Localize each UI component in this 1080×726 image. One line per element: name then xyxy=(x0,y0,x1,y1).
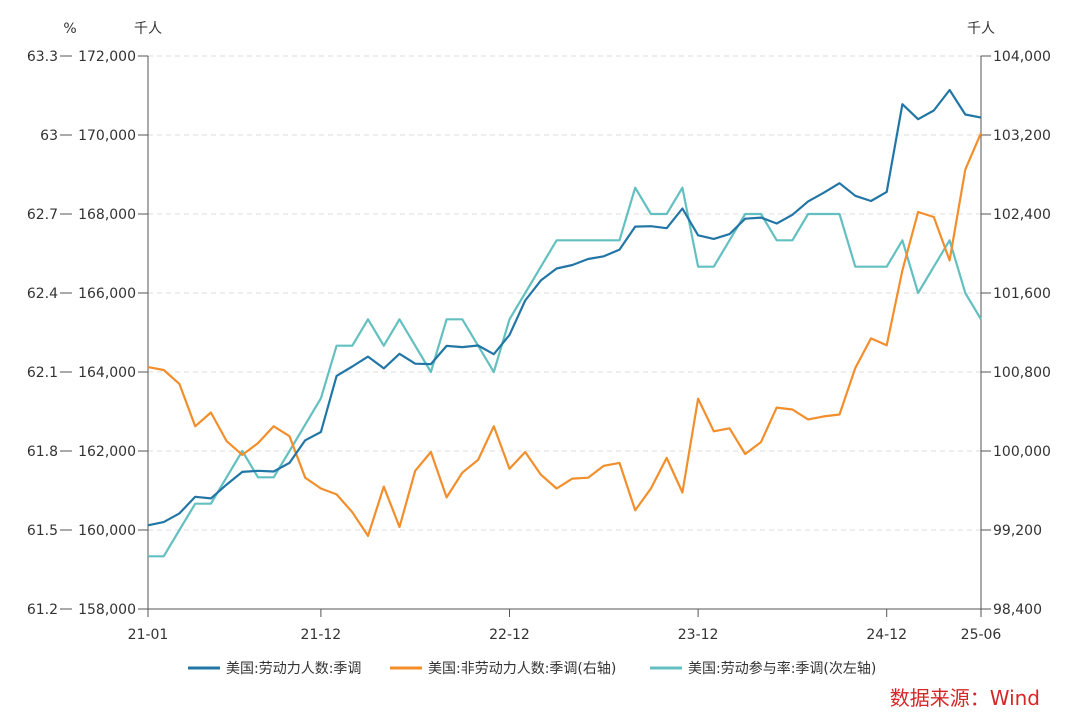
right-unit-label: 千人 xyxy=(967,21,995,37)
x-tick-label: 23-12 xyxy=(678,627,719,643)
series-layer xyxy=(147,88,983,558)
pct-tick-label: 63.3 xyxy=(27,49,58,65)
left-tick-label: 158,000 xyxy=(78,602,136,618)
right-tick-label: 100,000 xyxy=(993,444,1051,460)
x-tick-label: 21-01 xyxy=(128,627,169,643)
pct-tick-label: 62.7 xyxy=(27,207,58,223)
left-tick-label: 168,000 xyxy=(78,207,136,223)
left-tick-label: 172,000 xyxy=(78,49,136,65)
grid-layer xyxy=(148,55,981,531)
pct-tick-label: 61.2 xyxy=(27,602,58,618)
left-tick-label: 164,000 xyxy=(78,365,136,381)
legend-item-labor-force: 美国:劳动力人数:季调 xyxy=(188,661,361,677)
x-tick-label: 25-06 xyxy=(961,627,1002,643)
pct-tick-label: 61.5 xyxy=(27,523,58,539)
pct-tick-label: 63 xyxy=(40,128,58,144)
legend-item-not-in-labor-force: 美国:非劳动力人数:季调(右轴) xyxy=(390,661,616,677)
legend-item-participation-rate: 美国:劳动参与率:季调(次左轴) xyxy=(650,660,876,677)
left-tick-label: 166,000 xyxy=(78,286,136,302)
pct-tick-label: 62.1 xyxy=(27,365,58,381)
right-tick-label: 98,400 xyxy=(993,602,1042,618)
pct-tick-label: 62.4 xyxy=(27,286,58,302)
source-label: 数据来源：Wind xyxy=(890,686,1040,710)
right-tick-label: 99,200 xyxy=(993,523,1042,539)
left-tick-label: 170,000 xyxy=(78,128,136,144)
right-tick-label: 102,400 xyxy=(993,207,1051,223)
pct-unit-label: % xyxy=(63,21,76,37)
left-tick-label: 160,000 xyxy=(78,523,136,539)
not-in-labor-force-line xyxy=(147,132,983,538)
labor-force-line xyxy=(147,88,982,527)
legend-label: 美国:非劳动力人数:季调(右轴) xyxy=(428,661,616,677)
left-tick-label: 162,000 xyxy=(78,444,136,460)
left-unit-label: 千人 xyxy=(134,21,162,37)
right-tick-label: 104,000 xyxy=(993,49,1051,65)
right-tick-label: 103,200 xyxy=(993,128,1051,144)
x-tick-label: 24-12 xyxy=(866,627,907,643)
axis-layer: 61.2 61.5 61.8 62.1 62.4 62.7 63 63.3 158,000 160… xyxy=(27,21,1051,643)
legend: 美国:劳动力人数:季调 美国:非劳动力人数:季调(右轴) 美国:劳动参与率:季调(次… xyxy=(188,660,876,677)
right-tick-label: 101,600 xyxy=(993,286,1051,302)
x-tick-label: 21-12 xyxy=(301,627,342,643)
participation-rate-line xyxy=(148,186,982,558)
right-tick-label: 100,800 xyxy=(993,365,1051,381)
legend-label: 美国:劳动力人数:季调 xyxy=(226,661,361,677)
x-tick-label: 22-12 xyxy=(489,627,530,643)
pct-tick-label: 61.8 xyxy=(27,444,58,460)
legend-label: 美国:劳动参与率:季调(次左轴) xyxy=(688,660,876,677)
